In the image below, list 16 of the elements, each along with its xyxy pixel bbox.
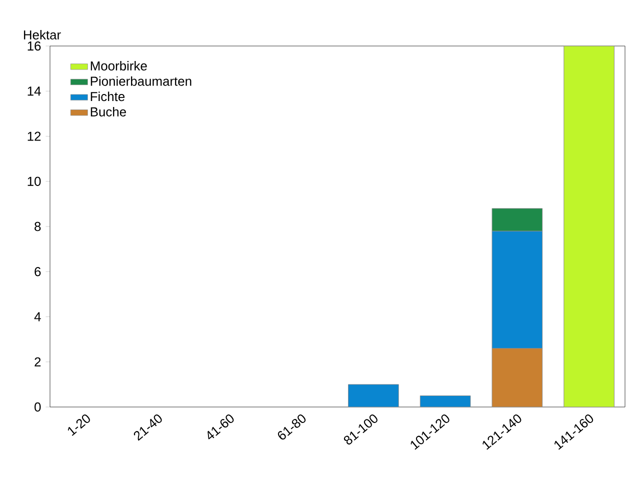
y-tick-label: 8 [34,222,41,232]
y-tick-label: 0 [34,402,41,412]
y-axis-title: Hektar [24,30,61,40]
y-tick-label: 2 [34,357,41,366]
legend-label: Pionierbaumarten [90,76,192,86]
y-tick-label: 6 [34,267,41,276]
y-tick-label: 10 [28,176,41,186]
y-tick-label: 16 [28,41,41,51]
bar [564,46,614,407]
y-tick-label: 14 [28,86,41,96]
legend-label: Moorbirke [90,61,147,71]
x-tick-label: 1-20 [68,414,90,436]
legend-label: Buche [90,106,126,116]
y-tick-label: 12 [28,132,41,141]
y-tick-label: 4 [34,312,41,322]
legend-label: Fichte [90,92,125,102]
